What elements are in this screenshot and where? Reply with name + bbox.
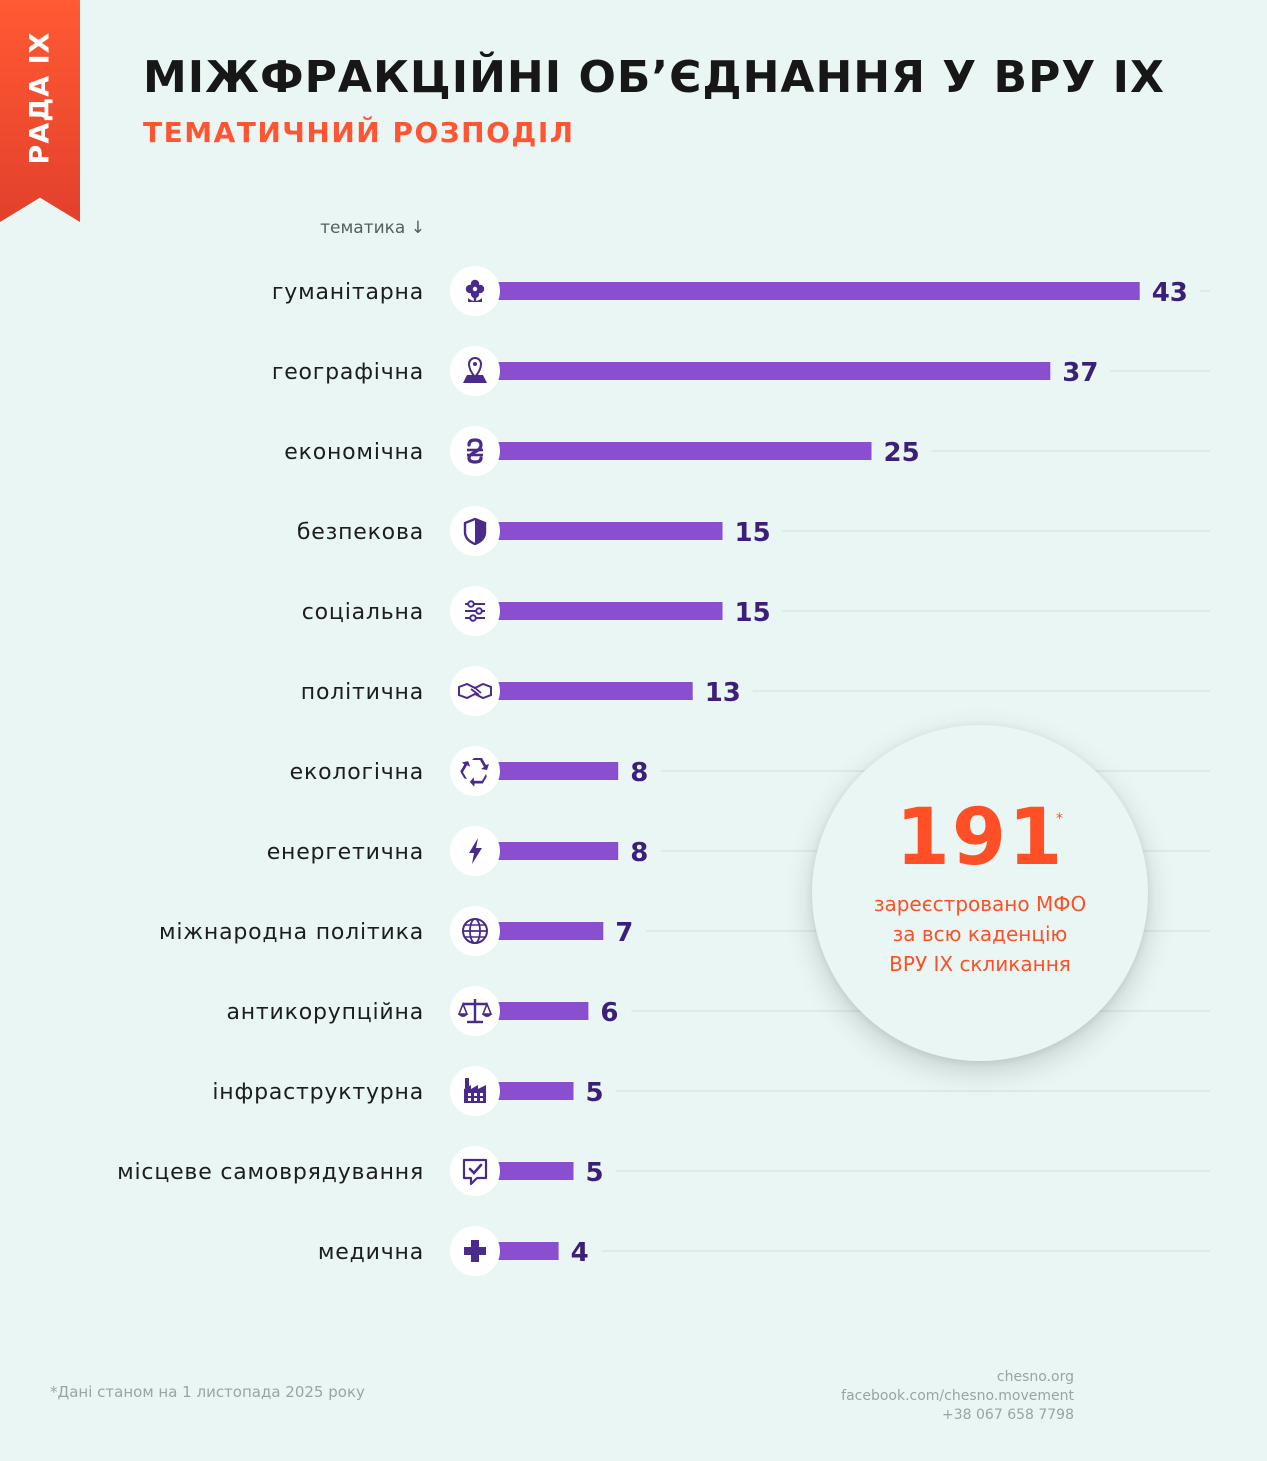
- category-label: екологічна: [290, 760, 424, 785]
- value-label: 15: [735, 518, 771, 548]
- category-label: медична: [318, 1240, 424, 1265]
- medical-cross-icon: [464, 1240, 486, 1262]
- shield-icon: [463, 517, 487, 546]
- sliders-icon: [465, 600, 485, 622]
- bar: [497, 1242, 559, 1260]
- handshake-icon: [458, 682, 492, 700]
- category-label: соціальна: [302, 600, 424, 625]
- bar: [497, 282, 1140, 300]
- total-line-3: ВРУ ІХ скликання: [889, 952, 1071, 976]
- bar: [497, 1162, 574, 1180]
- globe-icon: [462, 918, 488, 944]
- total-stat-circle: 191 * зареєстровано МФО за всю каденцію …: [812, 725, 1148, 1061]
- bar: [497, 762, 619, 780]
- flower-icon: [465, 279, 485, 302]
- category-label: економічна: [284, 440, 424, 465]
- contact-site[interactable]: chesno.org: [996, 1369, 1074, 1385]
- value-label: 15: [735, 598, 771, 628]
- bar: [497, 442, 872, 460]
- factory-icon: [464, 1078, 486, 1103]
- total-line-1: зареєстровано МФО: [873, 892, 1087, 916]
- recycle-icon: [460, 758, 489, 787]
- footnote: *Дані станом на 1 листопада 2025 року: [50, 1383, 365, 1401]
- value-label: 37: [1062, 358, 1098, 388]
- total-asterisk: *: [1056, 811, 1063, 827]
- icon-circle: [450, 746, 500, 796]
- check-bubble-icon: [462, 1158, 488, 1186]
- page-title: МІЖФРАКЦІЙНІ ОБ’ЄДНАННЯ У ВРУ ІХ: [143, 52, 1165, 103]
- category-label: безпекова: [297, 520, 424, 545]
- value-label: 13: [705, 678, 741, 708]
- contacts: chesno.org facebook.com/chesno.movement …: [841, 1368, 1074, 1425]
- total-description: зареєстровано МФО за всю каденцію ВРУ ІХ…: [812, 889, 1148, 979]
- value-label: 5: [586, 1158, 604, 1188]
- lightning-icon: [469, 838, 482, 864]
- value-label: 8: [630, 758, 648, 788]
- bar: [497, 522, 723, 540]
- bar: [497, 602, 723, 620]
- bar: [497, 1082, 574, 1100]
- category-label: гуманітарна: [272, 280, 424, 305]
- category-label: інфраструктурна: [212, 1080, 424, 1105]
- value-label: 4: [571, 1238, 589, 1268]
- contact-facebook[interactable]: facebook.com/chesno.movement: [841, 1388, 1074, 1404]
- page-subtitle: ТЕМАТИЧНИЙ РОЗПОДІЛ: [143, 116, 575, 149]
- category-label: географічна: [272, 360, 424, 385]
- value-label: 8: [630, 838, 648, 868]
- value-label: 25: [884, 438, 920, 468]
- category-label: енергетична: [267, 840, 424, 865]
- bar: [497, 1002, 589, 1020]
- value-label: 6: [600, 998, 618, 1028]
- bar: [497, 682, 693, 700]
- bar: [497, 842, 619, 860]
- map-pin-icon: [463, 357, 487, 383]
- total-line-2: за всю каденцію: [892, 922, 1068, 946]
- scales-icon: [457, 999, 493, 1024]
- value-label: 5: [586, 1078, 604, 1108]
- value-label: 7: [615, 918, 633, 948]
- value-label: 43: [1152, 278, 1188, 308]
- category-label: міжнародна політика: [159, 920, 424, 945]
- ribbon-badge: РАДА IX: [0, 0, 80, 222]
- category-label: антикорупційна: [226, 1000, 424, 1025]
- category-label: місцеве самоврядування: [117, 1160, 424, 1185]
- bar: [497, 362, 1051, 380]
- bar: [497, 922, 604, 940]
- total-number: 191: [895, 793, 1065, 883]
- axis-caption: тематика ↓: [320, 218, 425, 238]
- hryvnia-icon: [467, 438, 483, 464]
- contact-phone: +38 067 658 7798: [942, 1407, 1074, 1423]
- category-label: політична: [301, 680, 424, 705]
